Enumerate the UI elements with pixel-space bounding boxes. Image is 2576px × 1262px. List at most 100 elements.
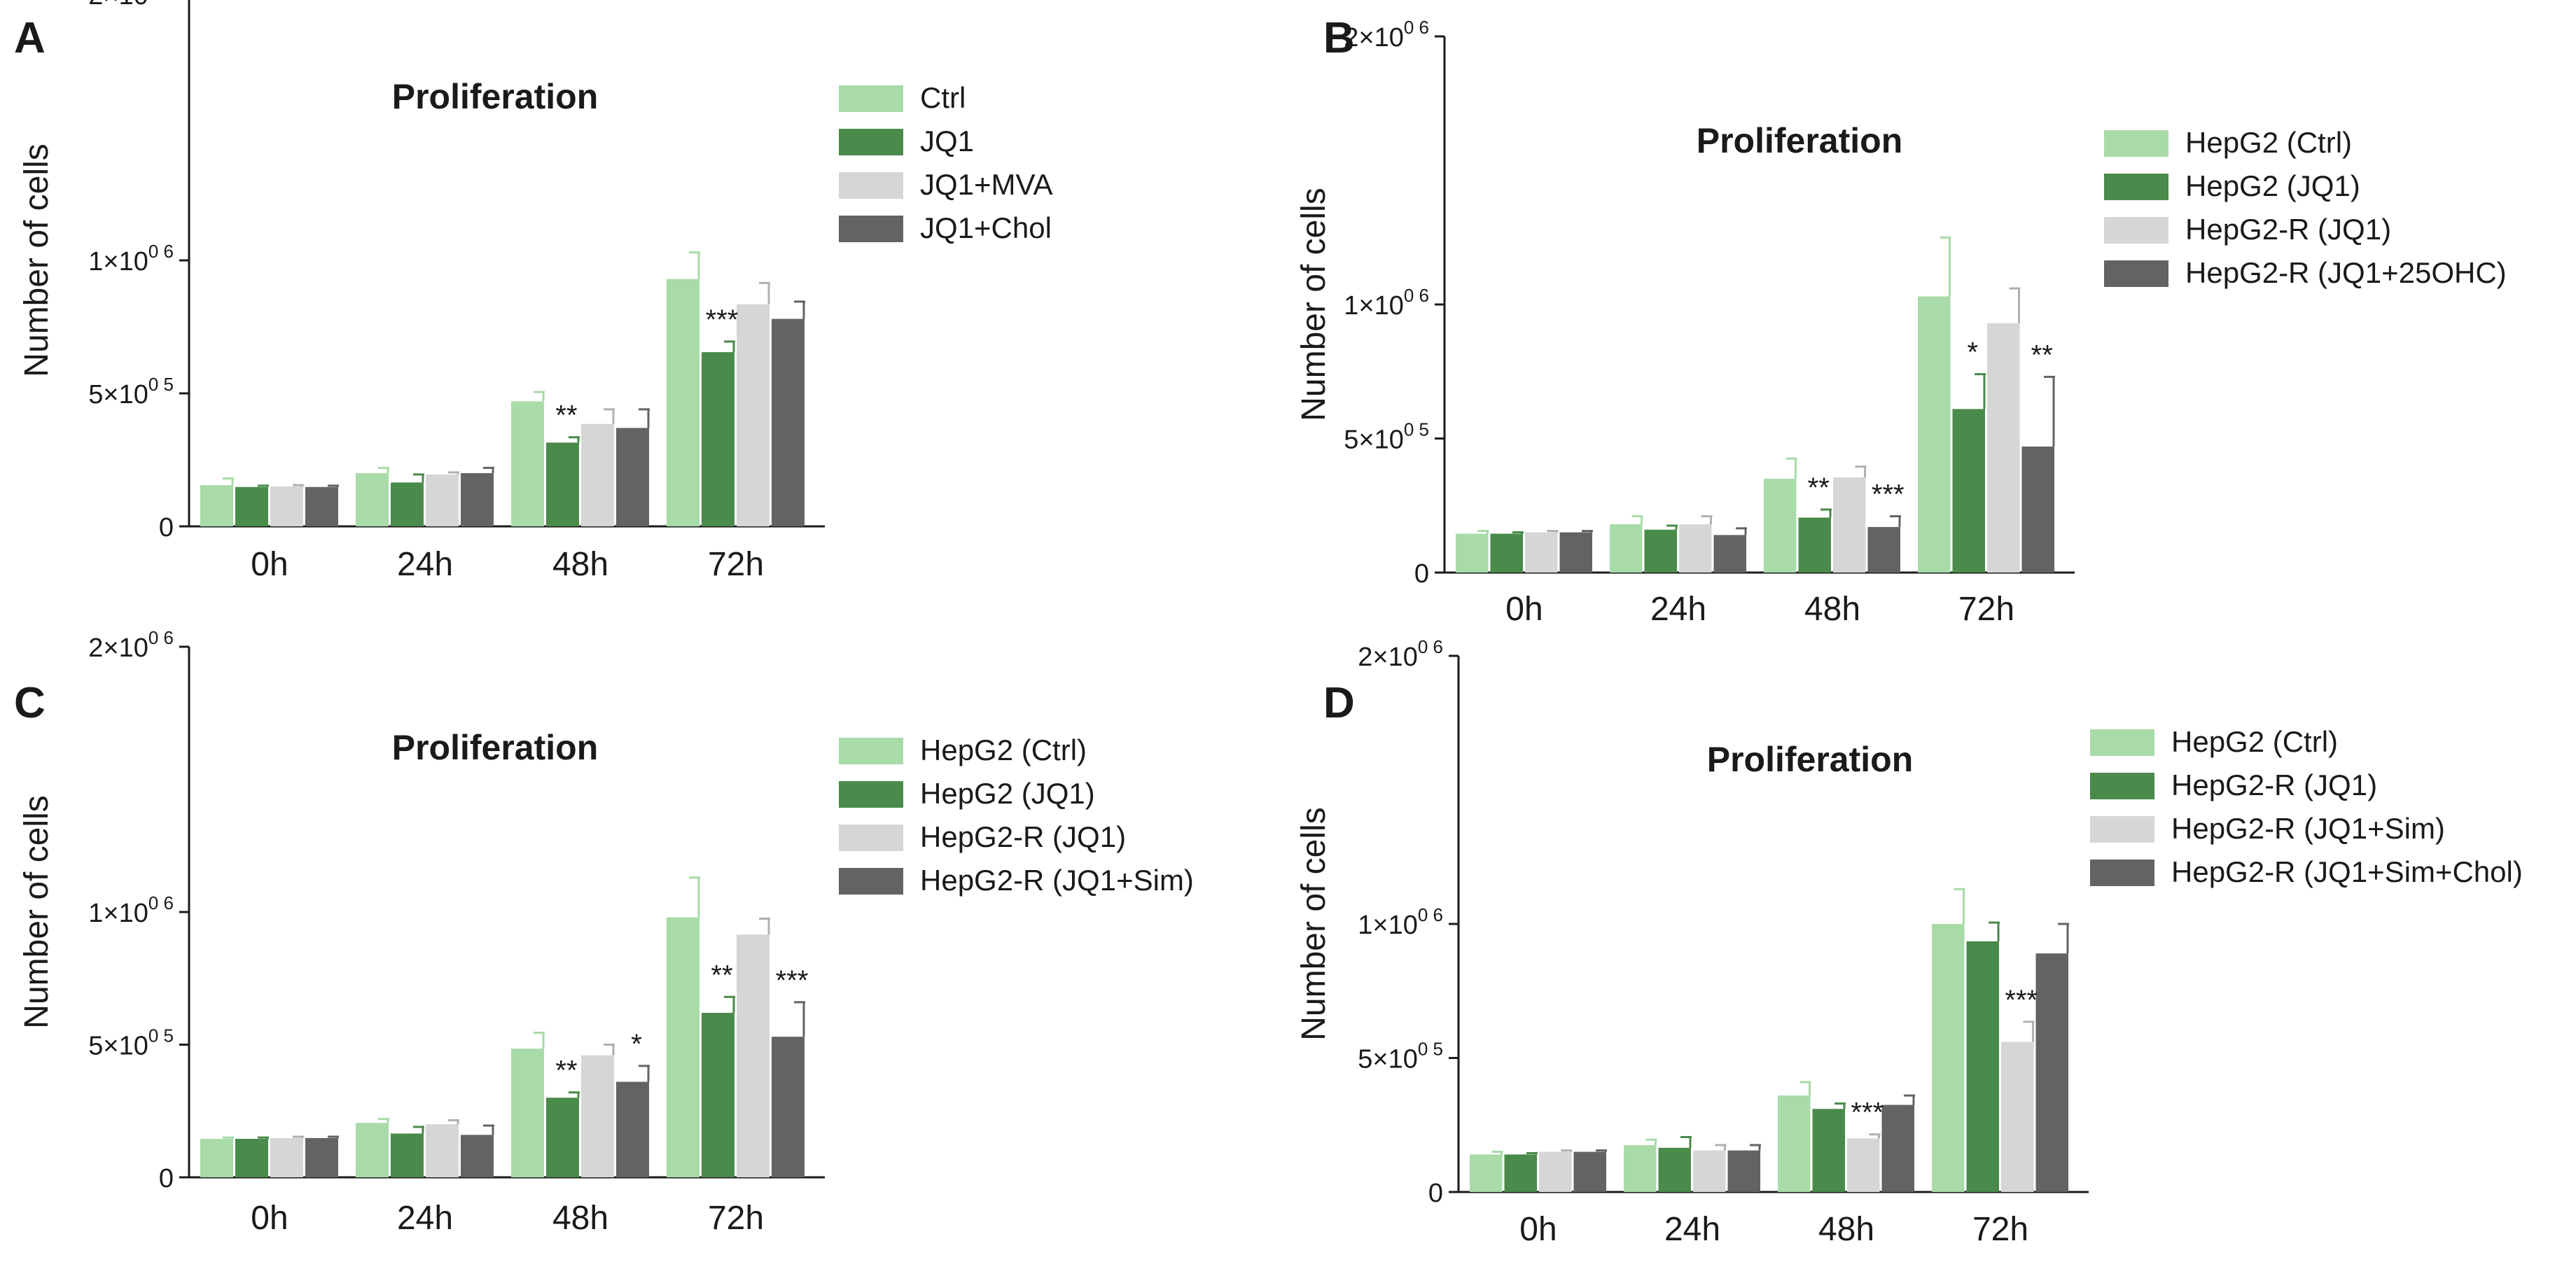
bar xyxy=(270,1137,303,1177)
y-tick-label: 0 xyxy=(159,513,174,542)
bar xyxy=(1952,409,1985,573)
legend-label: HepG2-R (JQ1+25OHC) xyxy=(2185,256,2507,289)
chart-title: Proliferation xyxy=(1697,121,1902,160)
legend-label: HepG2-R (JQ1) xyxy=(2185,213,2391,246)
y-tick-label: 1×100 6 xyxy=(88,241,174,276)
legend-label: HepG2-R (JQ1+Sim) xyxy=(920,864,1194,897)
bar xyxy=(2021,446,2054,573)
legend-swatch xyxy=(2090,729,2154,756)
bar xyxy=(200,1139,233,1177)
significance-label: * xyxy=(1967,337,1978,368)
y-axis-label: Number of cells xyxy=(1295,807,1332,1040)
bar xyxy=(546,442,579,526)
bar xyxy=(235,1139,268,1177)
chart-title: Proliferation xyxy=(1707,740,1913,779)
y-axis-label: Number of cells xyxy=(18,143,55,377)
bar xyxy=(1693,1150,1726,1192)
bar xyxy=(1778,1095,1811,1192)
bar xyxy=(1833,477,1866,573)
bar xyxy=(772,1037,805,1177)
x-tick-label: 24h xyxy=(1664,1211,1720,1248)
x-tick-label: 0h xyxy=(251,1200,288,1237)
legend-swatch xyxy=(2104,217,2168,244)
legend-label: HepG2 (Ctrl) xyxy=(2185,126,2352,159)
bar xyxy=(426,1124,459,1177)
x-tick-label: 48h xyxy=(552,1200,608,1237)
panel-a: A Proliferation Number of cells 0 5×100 5 1×1… xyxy=(14,0,1052,583)
bar xyxy=(1644,529,1677,573)
legend-swatch xyxy=(839,825,903,851)
panel-label: A xyxy=(14,14,46,62)
y-tick-label: 1×100 6 xyxy=(1358,904,1443,940)
y-tick-label: 5×100 5 xyxy=(88,1025,174,1061)
bar xyxy=(1470,1154,1503,1192)
legend-swatch xyxy=(839,868,903,895)
y-tick-label: 1×100 6 xyxy=(1344,285,1429,321)
bar xyxy=(1881,1105,1914,1192)
significance-label: ** xyxy=(555,400,577,431)
x-tick-label: 72h xyxy=(708,1200,764,1237)
y-tick-label: 2×100 6 xyxy=(88,627,174,663)
significance-label: ** xyxy=(555,1056,577,1086)
bar xyxy=(305,486,338,526)
x-tick-label: 72h xyxy=(1972,1211,2028,1248)
bar xyxy=(1679,524,1712,573)
significance-label: *** xyxy=(1872,479,1905,510)
legend-swatch xyxy=(2104,174,2168,200)
legend-swatch xyxy=(839,129,903,155)
bar xyxy=(270,486,303,526)
y-tick-label: 1×100 6 xyxy=(88,892,174,928)
bar xyxy=(391,1133,424,1177)
bar xyxy=(511,401,544,526)
panel-d: D Proliferation Number of cells 0 5×100 5 1×1… xyxy=(1295,636,2523,1248)
y-axis-label: Number of cells xyxy=(1295,188,1332,421)
x-tick-label: 48h xyxy=(1804,591,1860,628)
bar xyxy=(426,474,459,526)
panel-label: B xyxy=(1323,14,1355,62)
x-tick-label: 24h xyxy=(397,1200,453,1237)
y-tick-label: 2×100 6 xyxy=(1344,17,1429,52)
legend-swatch xyxy=(839,172,903,199)
bar xyxy=(200,485,233,526)
chart-title: Proliferation xyxy=(392,728,598,767)
bar xyxy=(1932,924,1965,1192)
x-tick-label: 0h xyxy=(1519,1211,1557,1248)
bar xyxy=(702,1013,734,1177)
bar xyxy=(2001,1042,2034,1192)
bar xyxy=(581,1055,614,1177)
legend-swatch xyxy=(2104,130,2168,157)
legend-swatch xyxy=(839,738,903,764)
y-tick-label: 0 xyxy=(159,1164,174,1193)
bar xyxy=(1867,526,1900,573)
significance-label: ** xyxy=(711,960,732,990)
legend-label: HepG2-R (JQ1) xyxy=(920,820,1126,853)
y-tick-label: 2×100 6 xyxy=(88,0,174,10)
bar xyxy=(235,486,268,526)
bar xyxy=(581,423,614,526)
y-tick-label: 5×100 5 xyxy=(1358,1039,1443,1074)
bar xyxy=(461,473,494,526)
legend-swatch xyxy=(839,781,903,808)
legend-label: HepG2 (Ctrl) xyxy=(920,734,1087,766)
legend-label: JQ1+Chol xyxy=(920,211,1052,244)
bar xyxy=(1847,1138,1880,1192)
bar xyxy=(391,482,424,526)
bar xyxy=(2035,953,2068,1192)
bar xyxy=(356,473,389,526)
legend-label: HepG2 (JQ1) xyxy=(920,777,1095,810)
bar xyxy=(1573,1151,1606,1192)
panel-label: D xyxy=(1323,679,1355,727)
bar xyxy=(702,352,734,526)
significance-label: ** xyxy=(2031,339,2053,370)
bar xyxy=(1658,1147,1691,1192)
legend-swatch xyxy=(2104,260,2168,287)
panel-label: C xyxy=(14,679,46,727)
bar xyxy=(1610,524,1643,573)
bar xyxy=(1764,478,1797,573)
x-tick-label: 48h xyxy=(552,546,608,583)
bar xyxy=(1987,323,2020,573)
panel-b: B Proliferation Number of cells 0 5×100 5 1×1… xyxy=(1295,14,2507,628)
x-tick-label: 24h xyxy=(1650,591,1706,628)
legend-swatch xyxy=(839,216,903,242)
bar xyxy=(546,1098,579,1177)
